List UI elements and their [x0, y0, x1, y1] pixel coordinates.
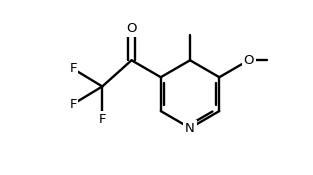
Text: N: N: [185, 121, 195, 135]
Text: F: F: [69, 98, 77, 111]
Text: F: F: [99, 113, 106, 126]
Text: O: O: [243, 54, 254, 67]
Text: F: F: [69, 62, 77, 75]
Text: O: O: [126, 22, 137, 35]
